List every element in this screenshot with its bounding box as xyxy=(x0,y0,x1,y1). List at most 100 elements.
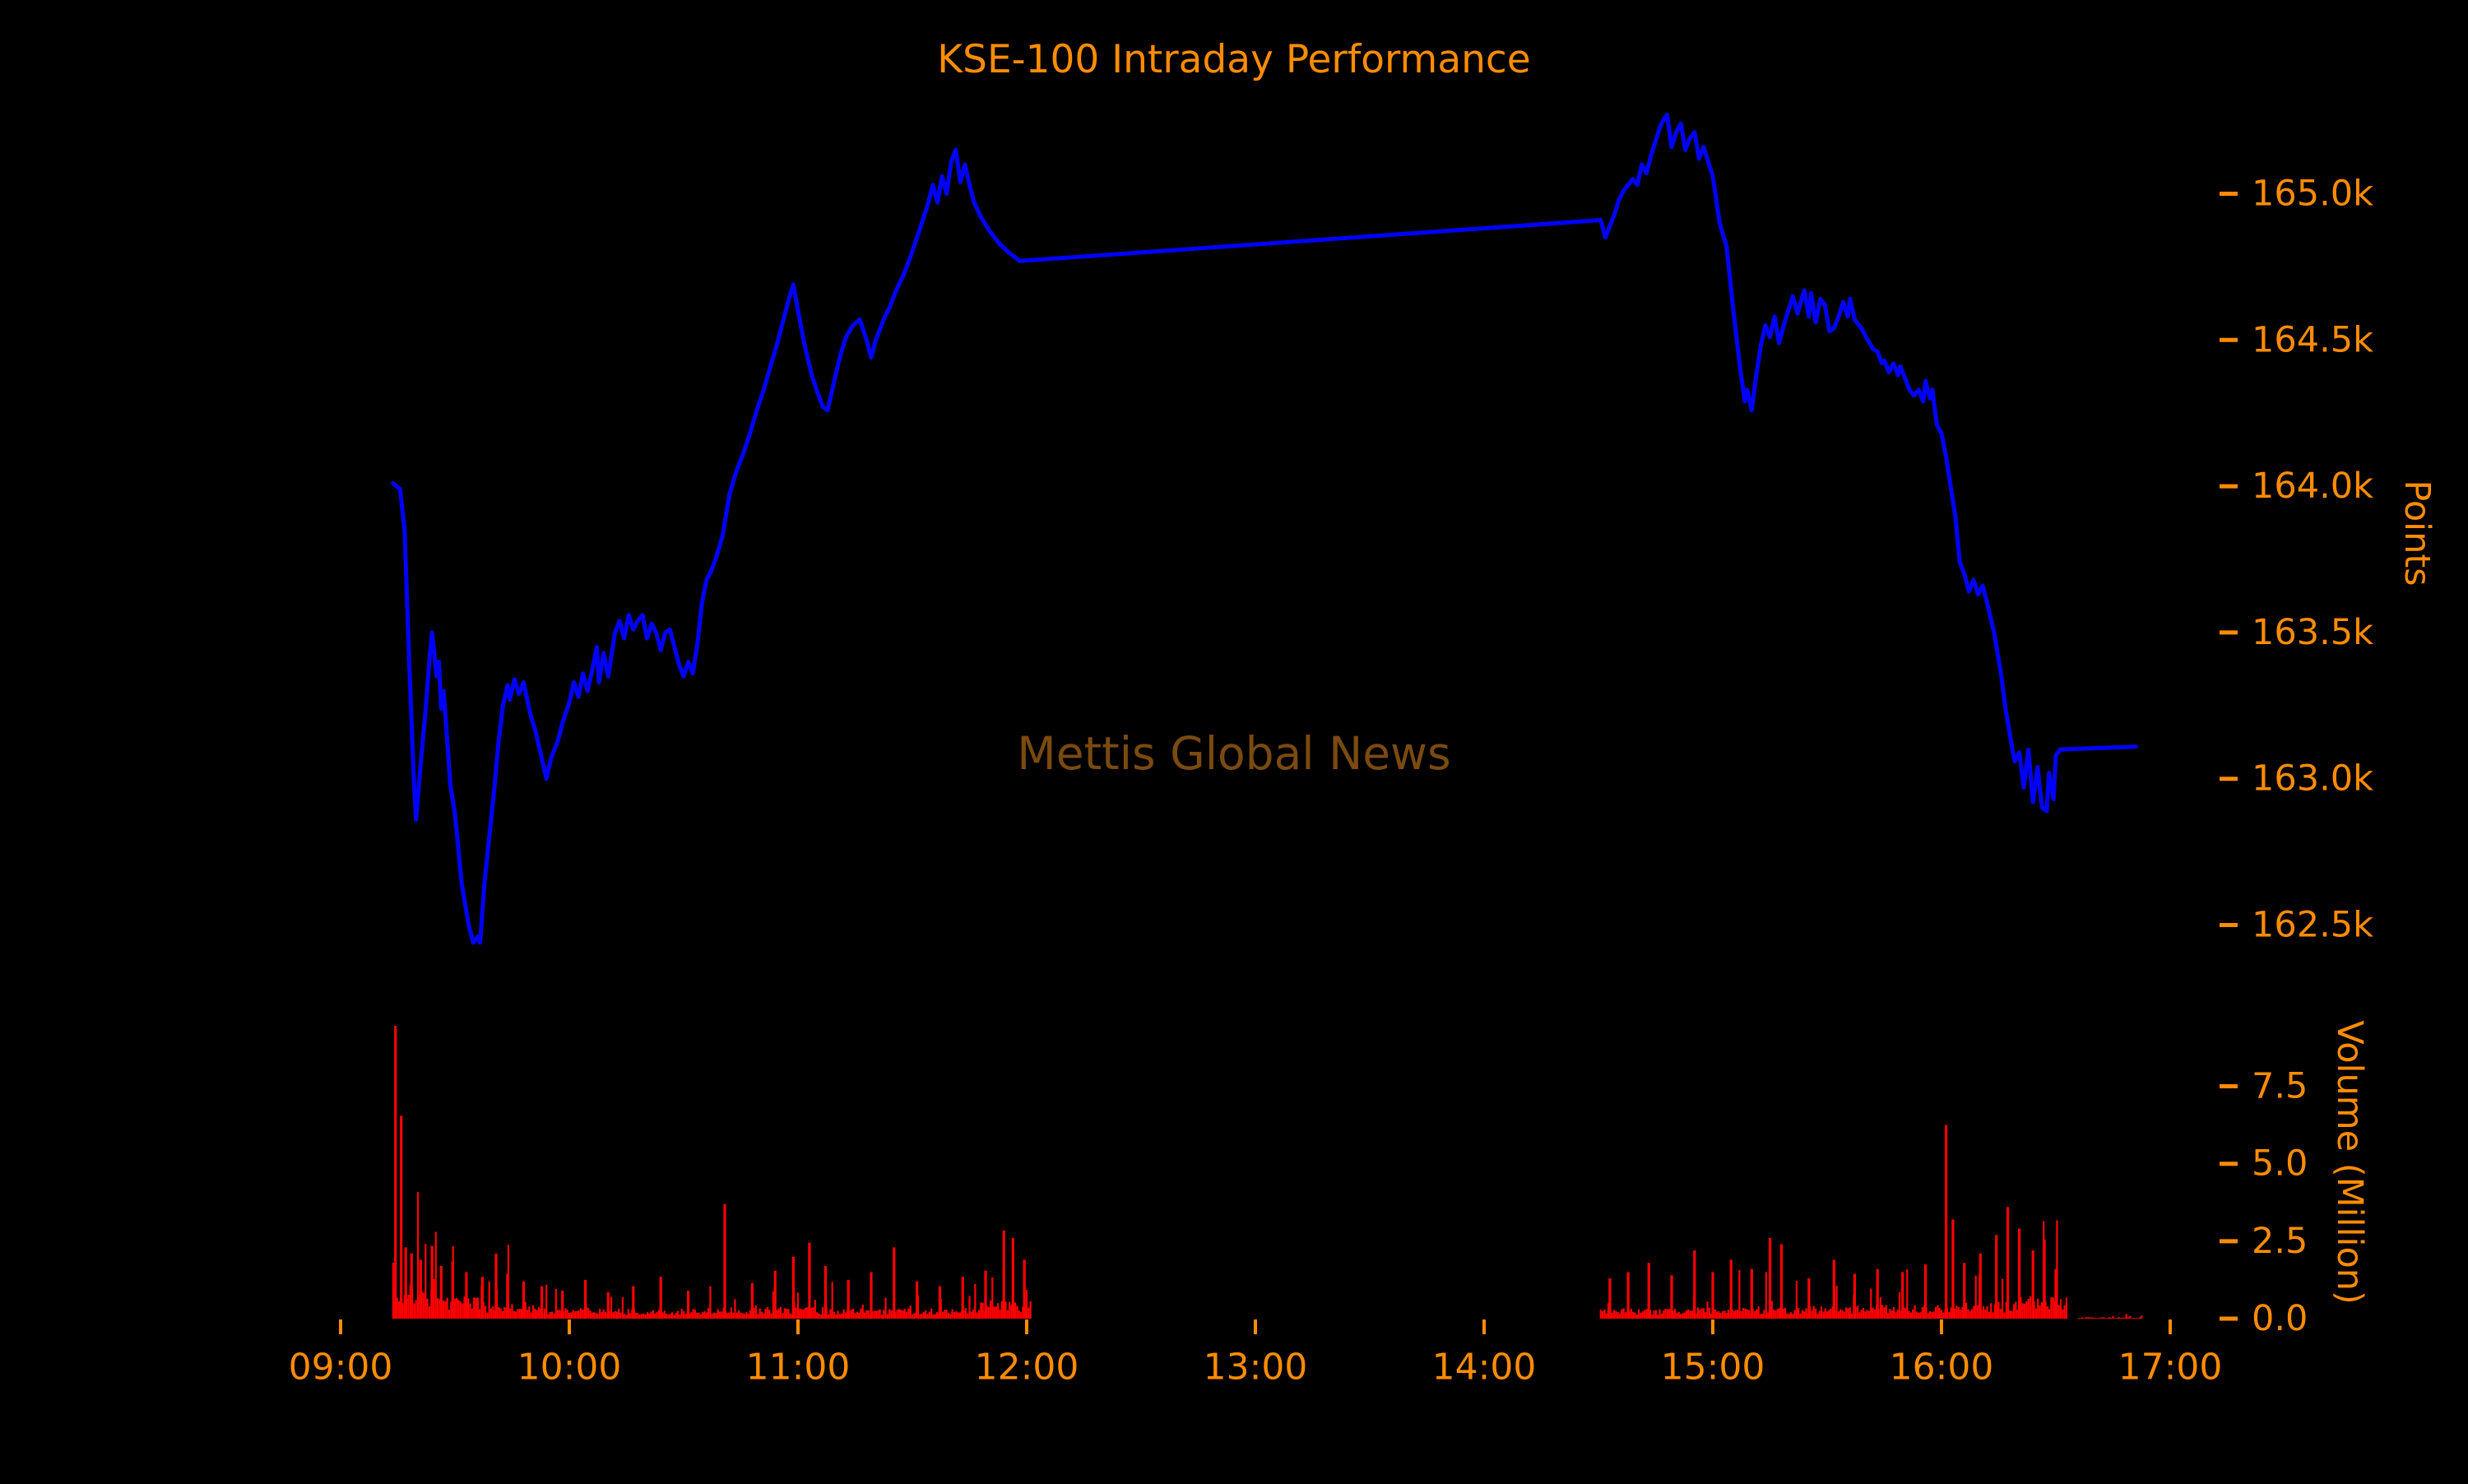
volume-bar xyxy=(854,1313,856,1319)
volume-bar xyxy=(650,1311,652,1319)
volume-bar xyxy=(1634,1312,1636,1319)
volume-bar xyxy=(680,1309,683,1319)
volume-spike-bar xyxy=(1670,1275,1673,1319)
volume-bar xyxy=(991,1277,994,1319)
volume-bar xyxy=(2023,1303,2026,1319)
volume-bar xyxy=(1971,1309,1974,1319)
volume-bar xyxy=(829,1309,832,1319)
volume-bar xyxy=(858,1313,861,1319)
volume-bar xyxy=(643,1313,645,1319)
volume-ytick-label: 7.5 xyxy=(2252,1066,2308,1107)
volume-bar xyxy=(732,1312,735,1319)
volume-bar xyxy=(972,1309,975,1319)
volume-bar xyxy=(1765,1272,1767,1319)
volume-bar xyxy=(898,1309,900,1319)
volume-bar xyxy=(1700,1308,1703,1319)
volume-bar xyxy=(1680,1314,1682,1319)
volume-bar xyxy=(867,1310,870,1319)
volume-bar xyxy=(2050,1297,2053,1319)
volume-bar xyxy=(936,1312,939,1319)
volume-bar xyxy=(995,1306,997,1319)
volume-bar xyxy=(618,1309,620,1319)
volume-spike-bar xyxy=(938,1286,941,1319)
volume-bar xyxy=(593,1312,596,1319)
volume-bar xyxy=(589,1310,591,1319)
volume-bar xyxy=(2081,1317,2084,1319)
volume-bar xyxy=(850,1310,852,1319)
volume-bar xyxy=(1818,1310,1821,1319)
volume-spike-bar xyxy=(823,1266,827,1319)
volume-bar xyxy=(619,1312,622,1319)
volume-bar xyxy=(1716,1311,1719,1319)
volume-bar xyxy=(770,1313,772,1319)
volume-spike-bar xyxy=(870,1272,873,1319)
volume-spike-bar xyxy=(451,1261,454,1319)
volume-bar xyxy=(1676,1313,1678,1319)
volume-bar xyxy=(1961,1306,1964,1319)
volume-bar xyxy=(486,1312,489,1319)
volume-bar xyxy=(426,1298,429,1319)
volume-bar xyxy=(1632,1311,1635,1319)
volume-bar xyxy=(1756,1309,1758,1319)
volume-bar xyxy=(787,1309,790,1319)
volume-bar xyxy=(471,1308,473,1319)
volume-bar xyxy=(692,1309,694,1319)
volume-bar xyxy=(1710,1314,1713,1319)
volume-bar xyxy=(448,1310,451,1319)
volume-bar xyxy=(905,1311,908,1319)
volume-bar xyxy=(2040,1301,2043,1319)
volume-bar xyxy=(545,1284,548,1319)
volume-bar xyxy=(841,1313,843,1319)
volume-bar xyxy=(591,1313,593,1319)
volume-bar xyxy=(1022,1306,1024,1319)
volume-bar xyxy=(1753,1311,1756,1319)
volume-spike-bar xyxy=(2043,1240,2046,1319)
volume-bar xyxy=(2141,1315,2143,1319)
volume-bar xyxy=(1696,1307,1699,1319)
volume-bar xyxy=(654,1313,656,1319)
volume-bar xyxy=(1016,1305,1018,1319)
volume-bar xyxy=(981,1302,984,1319)
volume-bar xyxy=(1872,1307,1874,1319)
volume-bar xyxy=(602,1309,605,1319)
volume-bar xyxy=(1638,1309,1640,1319)
volume-spike-bar xyxy=(1901,1272,1904,1319)
volume-bar xyxy=(980,1302,982,1319)
volume-bar xyxy=(1605,1313,1607,1319)
volume-bar xyxy=(1705,1312,1707,1319)
volume-bar xyxy=(663,1310,666,1319)
volume-bar xyxy=(1932,1311,1935,1319)
volume-bar xyxy=(1948,1312,1951,1319)
volume-bar xyxy=(673,1315,675,1319)
volume-bar xyxy=(1742,1308,1745,1319)
volume-bar xyxy=(1825,1311,1829,1319)
volume-bar xyxy=(566,1310,568,1319)
volume-bar xyxy=(1837,1311,1839,1319)
volume-bar xyxy=(444,1301,447,1319)
volume-bar xyxy=(456,1297,458,1319)
volume-bar xyxy=(438,1299,441,1319)
volume-spike-bar xyxy=(1876,1268,1879,1319)
volume-bar xyxy=(1845,1307,1848,1319)
volume-bar xyxy=(612,1312,615,1319)
volume-ytick-label: 0.0 xyxy=(2252,1298,2308,1339)
volume-bar xyxy=(1965,1302,1968,1319)
volume-bar xyxy=(1974,1275,1977,1319)
volume-bar xyxy=(741,1313,744,1319)
volume-bar xyxy=(1779,1308,1781,1319)
volume-bar xyxy=(886,1314,888,1319)
volume-bar xyxy=(2119,1318,2122,1319)
volume-bar xyxy=(646,1312,649,1319)
volume-bar xyxy=(578,1310,580,1319)
volume-bar xyxy=(599,1309,601,1319)
volume-spike-bar xyxy=(632,1286,635,1319)
volume-bar xyxy=(884,1297,887,1319)
volume-bar xyxy=(1737,1310,1739,1319)
volume-bar xyxy=(1776,1309,1779,1319)
volume-bar xyxy=(1618,1313,1621,1319)
volume-bar xyxy=(1858,1312,1861,1319)
volume-bar xyxy=(744,1314,746,1319)
volume-bar xyxy=(1782,1309,1784,1319)
volume-bar xyxy=(2090,1317,2094,1319)
